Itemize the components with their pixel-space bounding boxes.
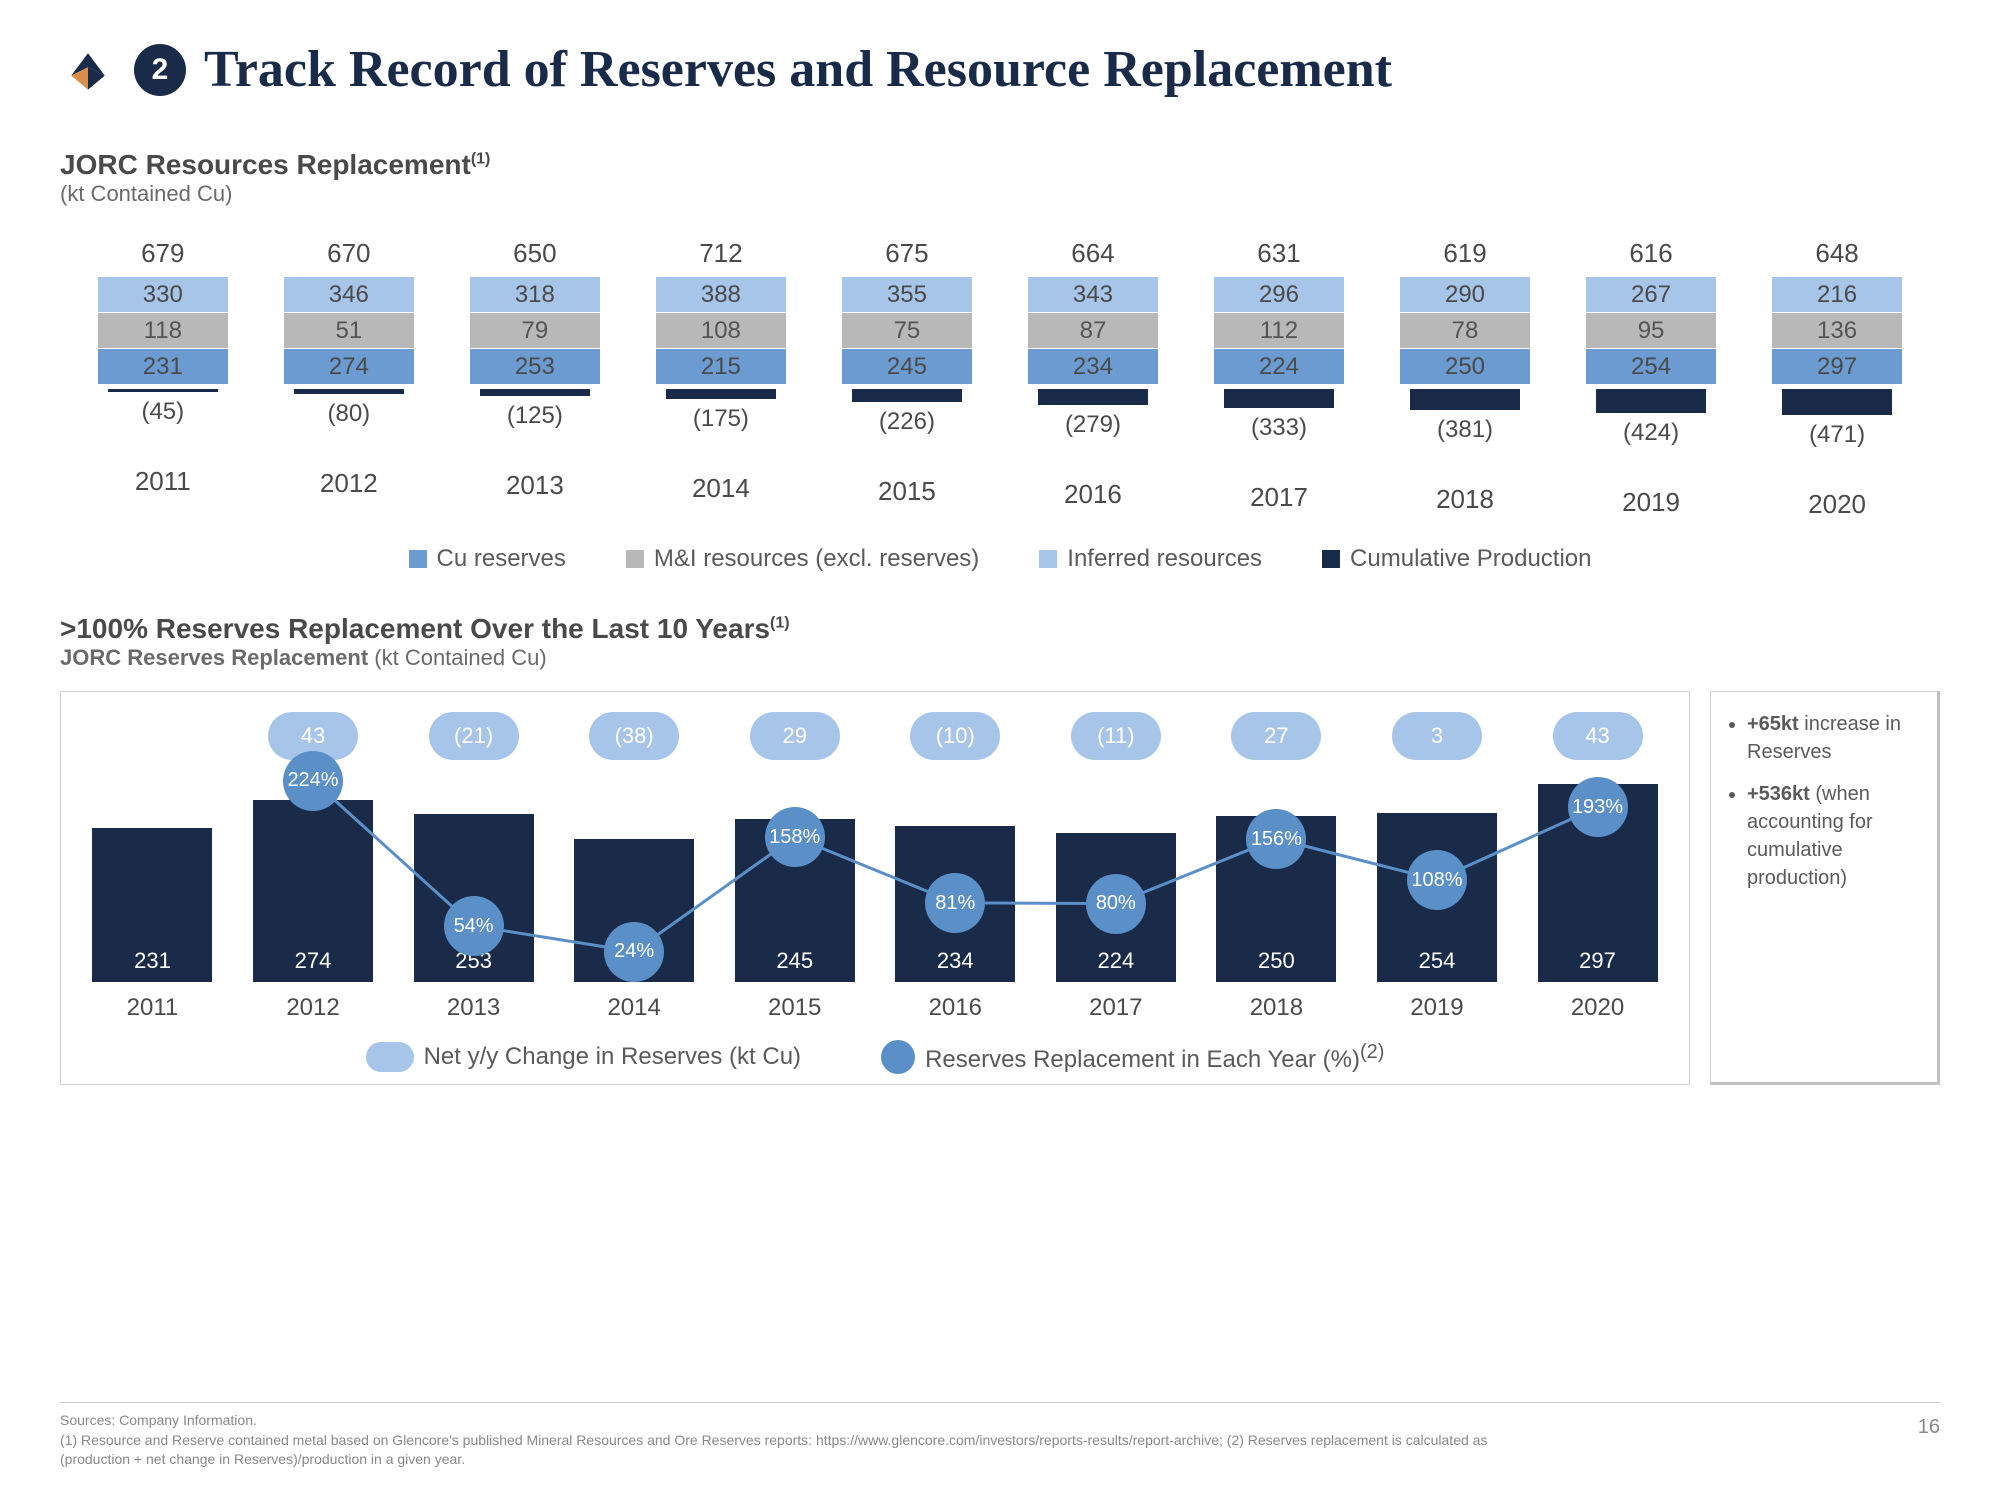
page-title: Track Record of Reserves and Resource Re… xyxy=(204,40,1392,99)
chart1-column: 66434387234(279)2016 xyxy=(1010,237,1176,520)
chart1-column: 648216136297(471)2020 xyxy=(1754,237,1920,520)
chart1-legend: Cu reserves M&I resources (excl. reserve… xyxy=(60,545,1940,573)
chart1-column: 631296112224(333)2017 xyxy=(1196,237,1362,520)
chart1-title: JORC Resources Replacement(1) xyxy=(60,149,1940,181)
company-logo-icon xyxy=(60,42,116,98)
chart2-column: 3254 xyxy=(1366,712,1509,982)
reserves-replacement-chart: 23143274(21)253(38)21529245(10)234(11)22… xyxy=(60,691,1690,1085)
chart1-column: 712388108215(175)2014 xyxy=(638,237,804,520)
page-number: 16 xyxy=(1918,1413,1940,1441)
resources-replacement-chart: 679330118231(45)201167034651274(80)20126… xyxy=(60,237,1940,520)
section-number-badge: 2 xyxy=(134,44,186,96)
chart1-column: 65031879253(125)2013 xyxy=(452,237,618,520)
footnotes: Sources: Company Information. (1) Resour… xyxy=(60,1402,1940,1470)
chart2-column: (11)224 xyxy=(1044,712,1187,982)
chart2-column: 231 xyxy=(81,712,224,982)
chart1-column: 67535575245(226)2015 xyxy=(824,237,990,520)
chart1-subtitle: (kt Contained Cu) xyxy=(60,181,1940,207)
chart2-column: (10)234 xyxy=(884,712,1027,982)
chart1-column: 67034651274(80)2012 xyxy=(266,237,432,520)
chart2-title: >100% Reserves Replacement Over the Last… xyxy=(60,613,1940,645)
chart2-column: 43297 xyxy=(1526,712,1669,982)
source-link[interactable]: https://www.glencore.com/investors/repor… xyxy=(816,1432,1219,1448)
chart2-subtitle: JORC Reserves Replacement (kt Contained … xyxy=(60,645,1940,671)
chart2-legend: Net y/y Change in Reserves (kt Cu) Reser… xyxy=(81,1040,1669,1074)
chart1-column: 679330118231(45)2011 xyxy=(80,237,246,520)
chart1-column: 61626795254(424)2019 xyxy=(1568,237,1734,520)
chart1-column: 61929078250(381)2018 xyxy=(1382,237,1548,520)
chart2-callout: +65kt increase in Reserves +536kt (when … xyxy=(1710,691,1940,1085)
